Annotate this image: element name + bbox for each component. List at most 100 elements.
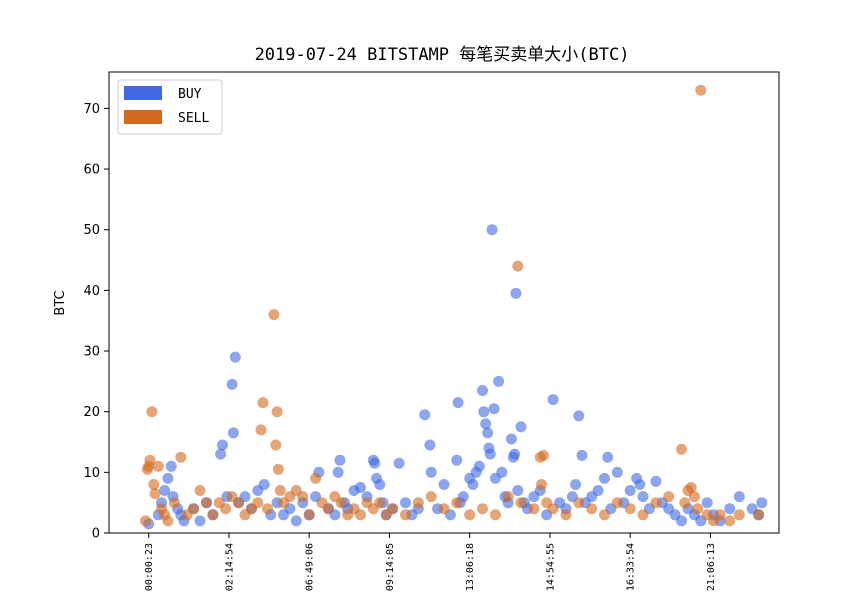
data-point-buy: [226, 378, 238, 390]
data-point-buy: [290, 515, 302, 527]
data-point-sell: [724, 515, 736, 527]
data-point-buy: [194, 515, 206, 527]
data-point-sell: [220, 503, 232, 515]
data-point-sell: [538, 449, 549, 461]
data-point-buy: [547, 394, 559, 406]
data-point-buy: [162, 472, 174, 484]
data-point-buy: [229, 351, 241, 363]
y-tick-label: 40: [83, 284, 100, 299]
data-point-buy: [473, 460, 485, 472]
data-point-buy: [701, 497, 713, 509]
legend-swatch-buy: [124, 86, 162, 100]
data-point-buy: [452, 397, 464, 409]
data-point-buy: [676, 515, 687, 527]
x-axis: 00:00:23 02:14:54 06:49:06 09:14:05 13:06:18…: [144, 533, 717, 591]
data-point-sell: [322, 503, 334, 515]
y-tick-label: 60: [83, 163, 100, 178]
data-point-buy: [488, 403, 500, 415]
legend-label-buy: BUY: [178, 87, 202, 102]
data-point-buy: [576, 449, 588, 461]
data-point-buy: [592, 485, 604, 496]
data-point-sell: [425, 491, 437, 503]
data-point-sell: [146, 406, 158, 418]
data-point-buy: [369, 457, 381, 469]
plot-frame: [108, 71, 780, 534]
data-point-buy: [624, 485, 636, 496]
data-point-buy: [332, 466, 344, 478]
data-point-sell: [140, 515, 151, 527]
data-point-sell: [679, 497, 691, 509]
legend-swatch-sell: [124, 110, 162, 124]
data-point-sell: [152, 460, 164, 472]
data-point-buy: [215, 448, 227, 460]
data-point-buy: [570, 479, 582, 490]
data-point-sell: [502, 491, 514, 503]
data-point-sell: [303, 509, 315, 521]
data-point-buy: [467, 479, 479, 490]
data-point-sell: [611, 497, 623, 509]
data-point-buy: [602, 451, 614, 463]
data-point-sell: [714, 509, 726, 521]
data-point-sell: [573, 497, 585, 509]
data-point-buy: [438, 479, 450, 490]
data-point-sell: [272, 463, 284, 475]
data-point-buy: [334, 454, 346, 466]
data-point-buy: [724, 503, 736, 515]
x-tick-label: 06:49:06: [305, 543, 316, 591]
data-point-sell: [271, 406, 283, 418]
data-point-sell: [168, 497, 180, 509]
data-point-sell: [274, 485, 286, 496]
data-point-buy: [424, 439, 436, 451]
data-point-sell: [464, 509, 476, 521]
data-point-buy: [425, 466, 437, 478]
x-tick-label: 09:14:05: [385, 543, 396, 591]
data-point-buy: [599, 472, 610, 484]
data-point-sell: [528, 503, 540, 515]
data-point-buy: [480, 418, 492, 430]
y-tick-label: 70: [83, 102, 100, 117]
data-point-sell: [515, 497, 527, 509]
data-point-sell: [144, 454, 156, 466]
data-point-sell: [175, 451, 187, 463]
data-point-sell: [536, 479, 548, 490]
data-point-sell: [512, 260, 524, 272]
data-point-sell: [477, 503, 488, 515]
data-point-sell: [451, 497, 463, 509]
data-point-buy: [159, 485, 171, 496]
data-point-sell: [162, 515, 174, 527]
data-point-sell: [624, 503, 636, 515]
x-tick-label: 21:06:13: [706, 543, 717, 591]
data-point-sell: [310, 472, 322, 484]
data-point-sell: [252, 497, 264, 509]
data-point-sell: [262, 503, 273, 515]
x-tick-label: 00:00:23: [144, 543, 155, 591]
data-point-buy: [165, 460, 177, 472]
y-tick-label: 30: [83, 345, 100, 360]
data-point-sell: [663, 491, 675, 503]
x-tick-label: 16:33:54: [626, 543, 637, 591]
data-point-sell: [599, 509, 610, 521]
data-point-sell: [560, 509, 572, 521]
y-tick-label: 10: [83, 466, 100, 481]
data-point-sell: [255, 424, 267, 436]
data-point-sell: [149, 488, 161, 500]
data-point-sell: [547, 503, 559, 515]
data-point-buy: [509, 448, 521, 460]
data-point-sell: [695, 84, 707, 96]
x-tick-label: 02:14:54: [224, 543, 235, 591]
data-point-buy: [634, 479, 646, 490]
data-point-buy: [355, 482, 366, 493]
data-point-sell: [297, 491, 309, 503]
x-tick-label: 13:06:18: [465, 543, 476, 591]
data-point-buy: [512, 485, 524, 496]
legend: BUY SELL: [117, 79, 223, 135]
data-point-buy: [400, 497, 411, 509]
data-point-sell: [650, 497, 662, 509]
data-point-sell: [489, 509, 501, 521]
data-point-sell: [233, 497, 245, 509]
data-point-buy: [258, 479, 270, 490]
data-point-sell: [268, 309, 280, 321]
y-tick-label: 50: [83, 223, 100, 238]
y-tick-label: 0: [92, 527, 100, 542]
